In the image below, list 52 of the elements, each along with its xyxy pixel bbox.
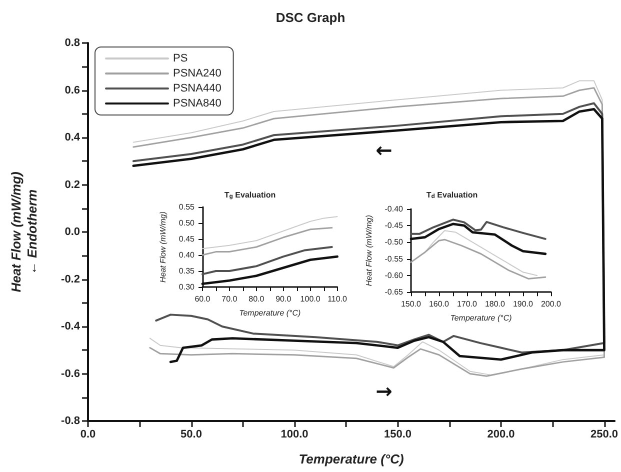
- y-tick-label: -0.65: [384, 288, 404, 297]
- x-tick-label: 80.0: [248, 294, 265, 304]
- y-tick-label: 0.4: [64, 132, 81, 144]
- x-tick-label: 0.0: [80, 428, 96, 440]
- x-tick-label: 180.0: [484, 300, 506, 309]
- x-tick-label: 250.0: [590, 428, 618, 440]
- x-tick-label: 160.0: [428, 300, 450, 309]
- x-tick-label: 170.0: [456, 300, 478, 309]
- y-tick-label: -0.60: [384, 270, 404, 280]
- y-tick-label: 0.55: [178, 202, 196, 212]
- annotation: ←: [376, 138, 392, 162]
- x-tick-label: 200.0: [540, 300, 562, 309]
- x-tick-label: 100.0: [300, 294, 321, 304]
- y-axis-title: Heat Flow (mW/mg) ← Endotherm: [8, 172, 40, 292]
- y-axis-title: Heat Flow (mW/mg): [364, 214, 374, 286]
- y-tick-label: -0.6: [61, 368, 80, 380]
- y-tick-label: 0.40: [178, 250, 196, 260]
- y-tick-label: 0.50: [178, 218, 196, 228]
- x-tick-label: 90.0: [276, 294, 292, 304]
- text: PSNA240: [173, 68, 222, 80]
- y-tick-label: -0.2: [61, 273, 80, 286]
- x-tick-label: 150.0: [400, 300, 422, 309]
- x-tick-label: 200.0: [487, 428, 515, 440]
- y-tick-label: 0.35: [178, 266, 196, 276]
- y-tick-label: -0.40: [384, 204, 404, 214]
- y-tick-label: -0.55: [384, 254, 404, 264]
- y-tick-label: 0.0: [64, 226, 80, 238]
- x-tick-label: 50.0: [180, 428, 202, 440]
- x-axis-title: Temperature (°C): [450, 314, 512, 322]
- x-tick-label: 190.0: [512, 300, 534, 309]
- y-tick-label: 0.6: [64, 84, 80, 96]
- annotation: →: [376, 379, 392, 403]
- y-tick-label: -0.50: [384, 238, 404, 247]
- x-tick-label: 70.0: [222, 294, 238, 304]
- x-tick-label: 100.0: [280, 428, 308, 440]
- y-tick-label: -0.4: [61, 320, 81, 332]
- text: PS: [173, 52, 188, 64]
- x-tick-label: 110.0: [328, 294, 348, 304]
- y-tick-label: 0.45: [178, 234, 196, 244]
- y-tick-label: -0.45: [384, 221, 404, 230]
- x-axis-title: Temperature (°C): [239, 308, 302, 318]
- y-tick-label: 0.8: [64, 37, 80, 49]
- text: PSNA840: [173, 98, 222, 110]
- chart-title: DSC Graph: [276, 10, 346, 25]
- x-axis-title: Temperature (°C): [298, 452, 404, 466]
- y-tick-label: 0.2: [64, 178, 80, 191]
- text: PSNA440: [173, 82, 222, 94]
- y-axis-title: Heat Flow (mW/mg): [158, 211, 168, 283]
- x-tick-label: 150.0: [384, 428, 412, 440]
- y-tick-label: -0.8: [61, 415, 80, 427]
- x-tick-label: 60.0: [194, 294, 211, 304]
- y-tick-label: 0.30: [178, 282, 196, 292]
